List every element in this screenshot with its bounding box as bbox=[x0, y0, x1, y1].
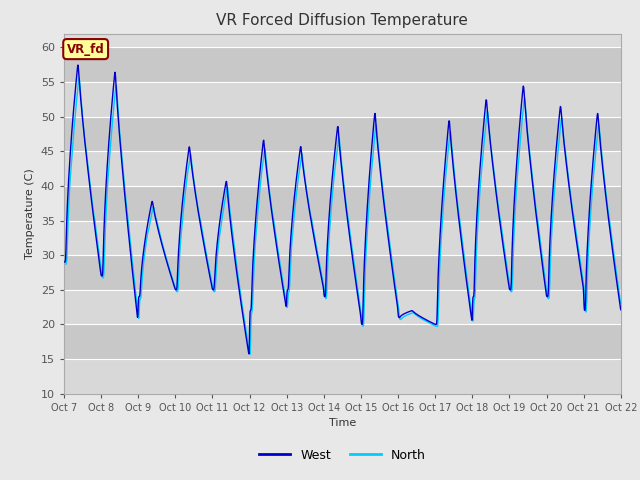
North bbox=[617, 300, 625, 306]
Bar bbox=[64, 359, 621, 394]
West bbox=[617, 307, 625, 312]
Bar bbox=[64, 220, 621, 255]
North bbox=[247, 324, 255, 329]
West bbox=[184, 151, 192, 156]
West bbox=[247, 307, 255, 313]
Text: VR_fd: VR_fd bbox=[67, 43, 104, 56]
North bbox=[246, 351, 253, 357]
X-axis label: Time: Time bbox=[329, 418, 356, 428]
West bbox=[60, 259, 68, 265]
West bbox=[171, 285, 179, 290]
North bbox=[429, 322, 437, 328]
North bbox=[184, 166, 192, 172]
Bar bbox=[64, 324, 621, 359]
Line: North: North bbox=[64, 78, 621, 354]
Legend: West, North: West, North bbox=[254, 444, 431, 467]
Y-axis label: Temperature (C): Temperature (C) bbox=[26, 168, 35, 259]
Bar bbox=[64, 48, 621, 82]
Bar bbox=[64, 290, 621, 324]
Bar bbox=[64, 82, 621, 117]
North bbox=[60, 261, 68, 267]
Bar bbox=[64, 186, 621, 220]
Bar bbox=[64, 151, 621, 186]
Bar bbox=[64, 117, 621, 151]
Title: VR Forced Diffusion Temperature: VR Forced Diffusion Temperature bbox=[216, 13, 468, 28]
West bbox=[552, 156, 559, 161]
North bbox=[171, 283, 179, 289]
Line: West: West bbox=[64, 65, 621, 354]
Bar bbox=[64, 255, 621, 290]
North bbox=[552, 176, 559, 181]
West bbox=[429, 321, 437, 326]
West bbox=[74, 62, 82, 68]
West bbox=[245, 351, 253, 357]
West bbox=[502, 265, 510, 271]
North bbox=[76, 75, 83, 81]
North bbox=[502, 259, 510, 265]
